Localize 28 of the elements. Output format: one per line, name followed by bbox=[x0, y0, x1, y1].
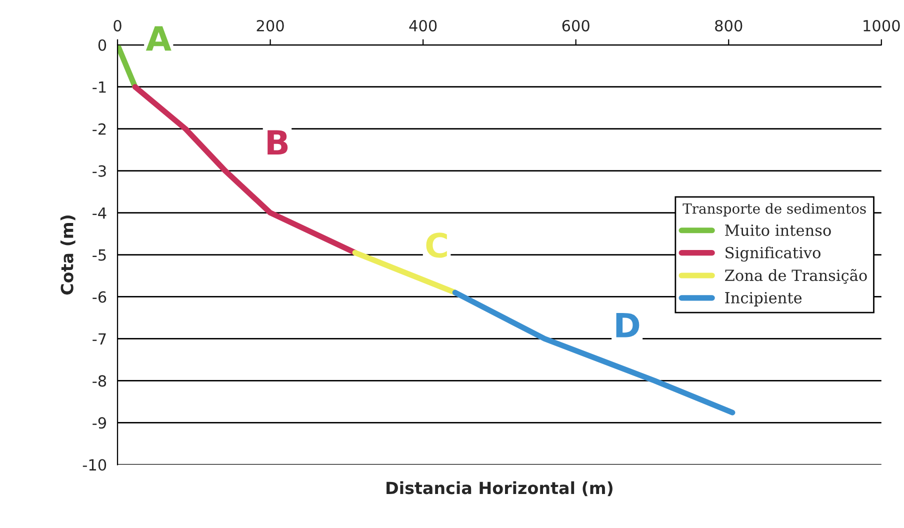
y-tick-label: -1 bbox=[92, 82, 106, 93]
x-axis-title: Distancia Horizontal (m) bbox=[386, 481, 612, 496]
annotation: C bbox=[426, 232, 447, 258]
y-tick-label: 0 bbox=[98, 39, 106, 51]
y-tick-label: -2 bbox=[92, 123, 106, 135]
y-tick-label: -3 bbox=[92, 165, 106, 177]
x-tick-label: 1000 bbox=[864, 20, 900, 32]
x-tick-label: 200 bbox=[256, 20, 284, 32]
annotation: A bbox=[146, 26, 172, 51]
x-tick-label: 400 bbox=[409, 20, 437, 32]
legend-label: Incipiente bbox=[725, 292, 802, 306]
annotation: B bbox=[268, 130, 288, 154]
y-tick-label: -8 bbox=[92, 375, 106, 387]
legend-title: Transporte de sedimentos bbox=[682, 203, 866, 217]
y-tick-label: -9 bbox=[92, 417, 106, 429]
y-tick-label: -6 bbox=[92, 291, 106, 303]
x-tick-label: 600 bbox=[562, 20, 590, 32]
annotation: D bbox=[616, 312, 640, 338]
x-tick-label: 0 bbox=[114, 20, 122, 32]
y-tick-label: -5 bbox=[92, 249, 106, 261]
y-axis-title: Cota (m) bbox=[60, 216, 76, 295]
legend-label: Zona de Transição bbox=[725, 268, 867, 284]
y-tick-label: -4 bbox=[92, 207, 106, 219]
y-tick-label: -10 bbox=[82, 459, 106, 471]
legend-label: Significativo bbox=[726, 246, 820, 262]
y-tick-label: -7 bbox=[92, 333, 106, 345]
x-tick-label: 800 bbox=[715, 20, 742, 32]
legend-label: Muito intenso bbox=[725, 224, 831, 236]
